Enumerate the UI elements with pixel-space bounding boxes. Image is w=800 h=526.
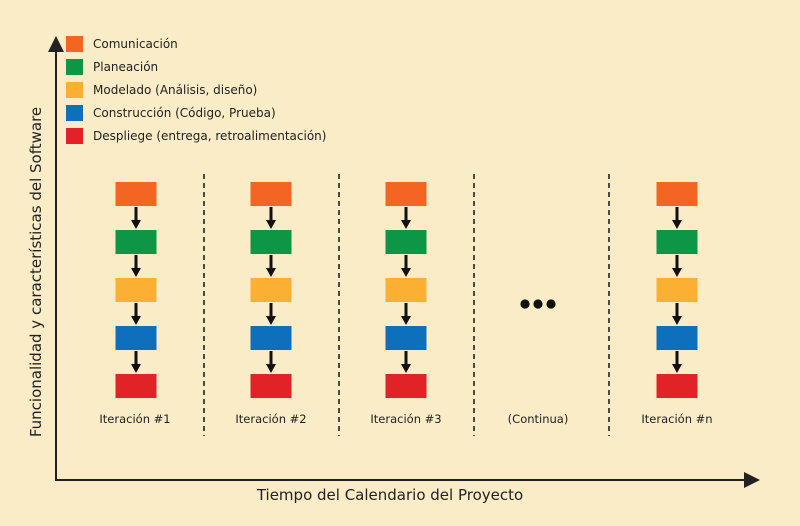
flow-arrowhead xyxy=(401,268,411,277)
flow-arrowhead xyxy=(131,268,141,277)
stage-comunicacion-box xyxy=(250,182,292,206)
legend-swatch xyxy=(66,127,83,144)
ellipsis-dot xyxy=(533,299,543,309)
x-axis-arrowhead xyxy=(744,472,760,488)
legend-label: Planeación xyxy=(93,59,159,74)
stage-despliegue-box xyxy=(656,374,698,398)
stage-comunicacion-box xyxy=(385,182,427,206)
flow-arrowhead xyxy=(672,364,682,373)
stage-modelado-box xyxy=(115,278,157,302)
ellipsis-dot xyxy=(546,299,556,309)
flow-arrowhead xyxy=(401,316,411,325)
flow-arrowhead xyxy=(401,220,411,229)
iteration-label-2: Iteración #2 xyxy=(235,412,307,426)
legend-item-construccion: Construcción (Código, Prueba) xyxy=(66,101,326,124)
legend-swatch xyxy=(66,104,83,121)
stage-comunicacion-box xyxy=(656,182,698,206)
stage-despliegue-box xyxy=(385,374,427,398)
flow-arrowhead xyxy=(266,316,276,325)
legend-label: Construcción (Código, Prueba) xyxy=(93,105,276,120)
flow-arrowhead xyxy=(672,220,682,229)
legend-label: Modelado (Análisis, diseño) xyxy=(93,82,258,97)
flow-arrowhead xyxy=(266,268,276,277)
x-axis-label: Tiempo del Calendario del Proyecto xyxy=(256,486,524,504)
iteration-label-continua: (Continua) xyxy=(507,412,569,426)
legend-item-despliegue: Despliege (entrega, retroalimentación) xyxy=(66,124,326,147)
stage-despliegue-box xyxy=(250,374,292,398)
iteration-label-1: Iteración #1 xyxy=(99,412,171,426)
y-axis-arrowhead xyxy=(48,36,64,52)
stage-modelado-box xyxy=(385,278,427,302)
ellipsis-dot xyxy=(520,299,530,309)
flow-arrowhead xyxy=(131,364,141,373)
flow-arrowhead xyxy=(131,220,141,229)
legend-item-comunicacion: Comunicación xyxy=(66,32,326,55)
iteration-label-3: Iteración #3 xyxy=(370,412,442,426)
stage-comunicacion-box xyxy=(115,182,157,206)
flow-arrowhead xyxy=(131,316,141,325)
y-axis-label: Funcionalidad y características del Soft… xyxy=(27,106,45,438)
legend-label: Comunicación xyxy=(93,36,178,51)
stage-modelado-box xyxy=(656,278,698,302)
legend-item-planeacion: Planeación xyxy=(66,55,326,78)
legend-swatch xyxy=(66,58,83,75)
flow-arrowhead xyxy=(266,364,276,373)
stage-planeacion-box xyxy=(656,230,698,254)
stage-modelado-box xyxy=(250,278,292,302)
stage-construccion-box xyxy=(115,326,157,350)
stage-construccion-box xyxy=(385,326,427,350)
flow-arrowhead xyxy=(401,364,411,373)
flow-arrowhead xyxy=(672,316,682,325)
stage-despliegue-box xyxy=(115,374,157,398)
stage-construccion-box xyxy=(656,326,698,350)
stage-planeacion-box xyxy=(250,230,292,254)
flow-arrowhead xyxy=(266,220,276,229)
stage-planeacion-box xyxy=(385,230,427,254)
legend-item-modelado: Modelado (Análisis, diseño) xyxy=(66,78,326,101)
legend-swatch xyxy=(66,35,83,52)
legend-label: Despliege (entrega, retroalimentación) xyxy=(93,128,327,143)
legend: Comunicación Planeación Modelado (Anális… xyxy=(66,32,326,147)
legend-swatch xyxy=(66,81,83,98)
stage-construccion-box xyxy=(250,326,292,350)
iteration-label-n: Iteración #n xyxy=(641,412,713,426)
flow-arrowhead xyxy=(672,268,682,277)
stage-planeacion-box xyxy=(115,230,157,254)
